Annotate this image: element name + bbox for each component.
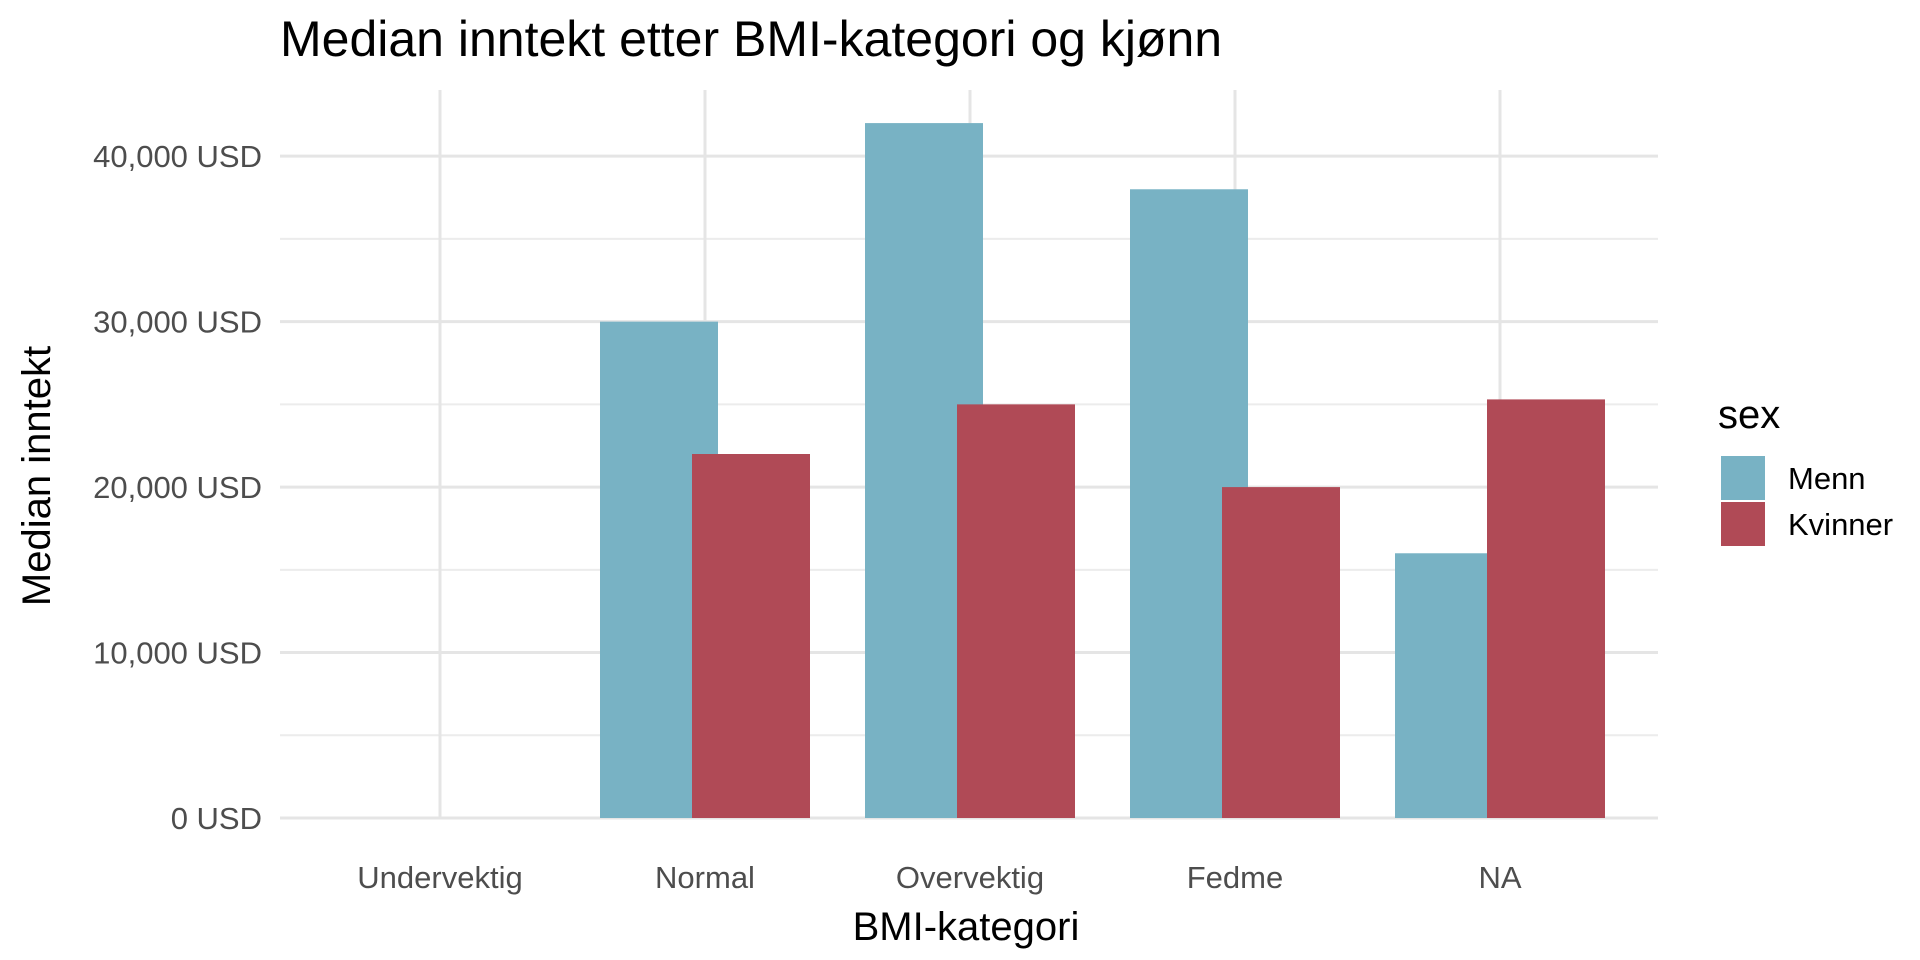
bars (600, 123, 1605, 819)
x-tick-label: Overvektig (896, 860, 1044, 895)
y-tick-label: 10,000 USD (93, 636, 262, 671)
x-tick-label: NA (1478, 860, 1521, 895)
legend-key-kvinner (1721, 502, 1765, 546)
y-tick-label: 0 USD (171, 801, 262, 836)
legend-label-kvinner: Kvinner (1788, 507, 1893, 542)
bar-kvinner-na (1487, 399, 1605, 818)
chart-title: Median inntekt etter BMI-kategori og kjø… (280, 11, 1222, 67)
x-tick-label: Normal (655, 860, 755, 895)
y-axis-title: Median inntekt (15, 346, 59, 606)
x-axis-ticks: Undervektig Normal Overvektig Fedme NA (357, 860, 1522, 895)
bar-kvinner-normal (692, 454, 810, 818)
legend-label-menn: Menn (1788, 461, 1866, 496)
y-tick-label: 20,000 USD (93, 470, 262, 505)
y-tick-label: 30,000 USD (93, 305, 262, 340)
legend-key-menn (1721, 456, 1765, 500)
bar-kvinner-fedme (1222, 487, 1340, 818)
legend-title: sex (1718, 393, 1780, 437)
y-tick-label: 40,000 USD (93, 139, 262, 174)
x-tick-label: Fedme (1187, 860, 1283, 895)
bar-kvinner-overvektig (957, 404, 1075, 818)
legend: sex Menn Kvinner (1718, 393, 1893, 546)
x-tick-label: Undervektig (357, 860, 522, 895)
x-axis-title: BMI-kategori (853, 905, 1080, 949)
y-axis-ticks: 0 USD 10,000 USD 20,000 USD 30,000 USD 40,00… (93, 139, 262, 836)
